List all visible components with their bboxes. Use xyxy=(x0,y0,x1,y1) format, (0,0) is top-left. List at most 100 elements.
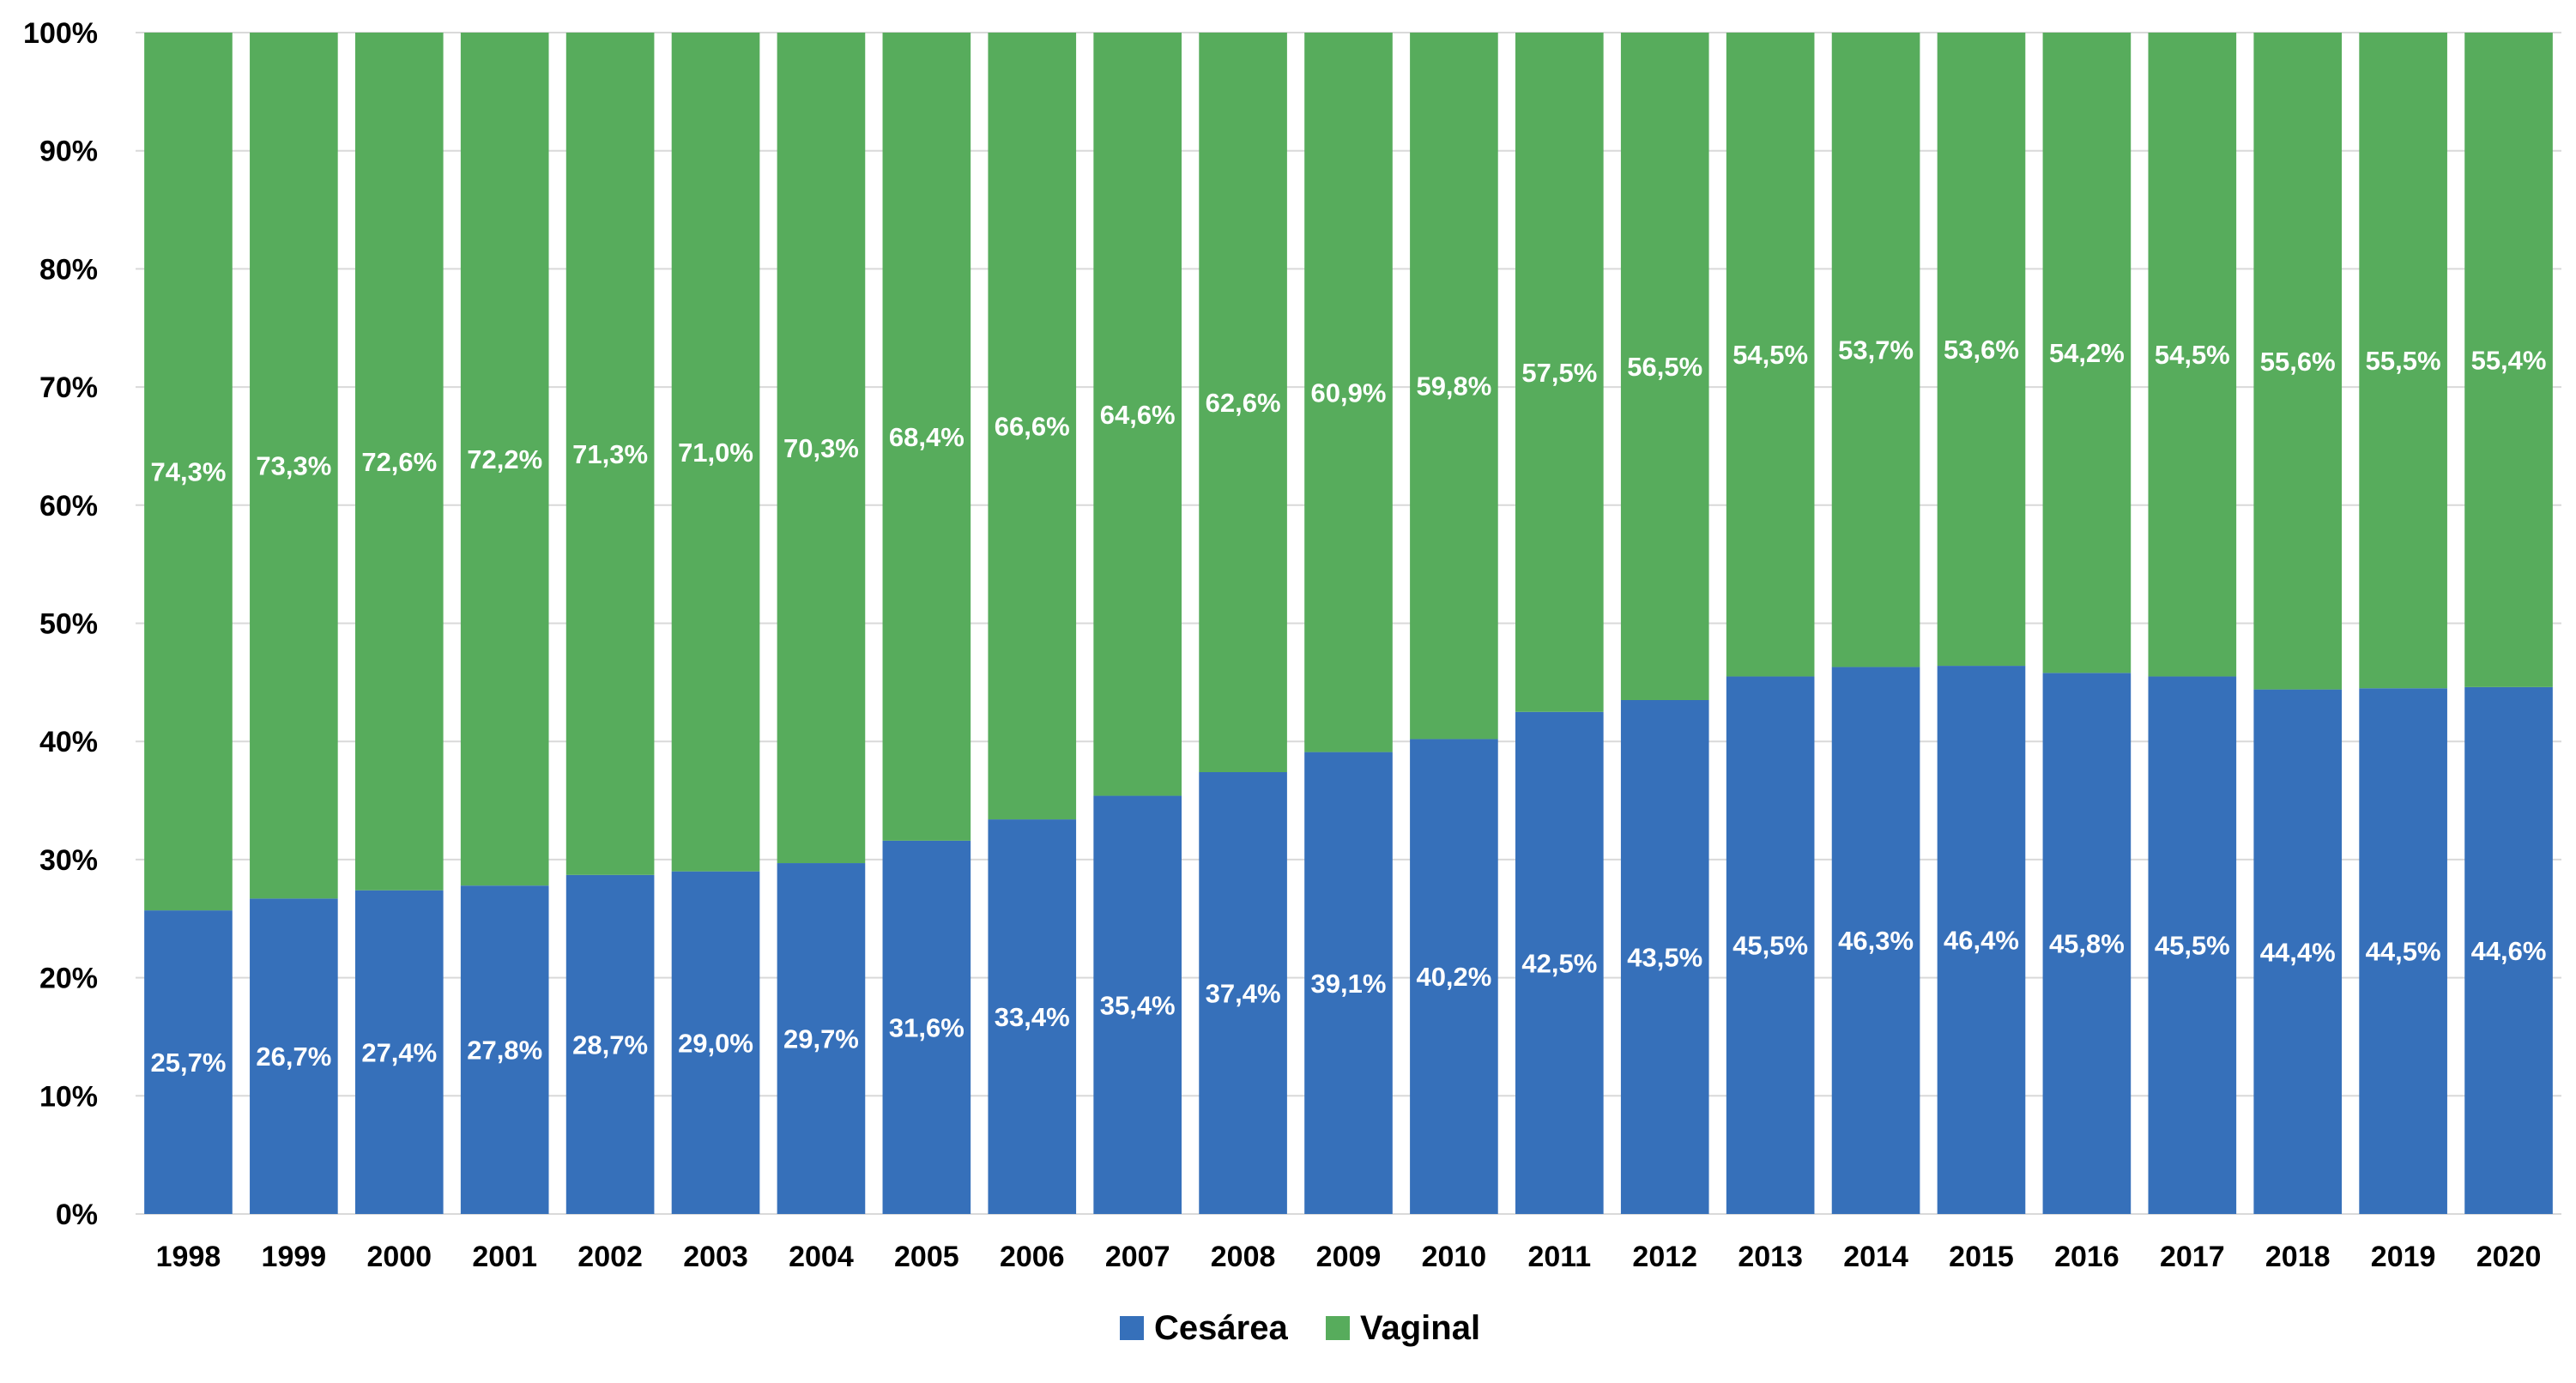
bar-vaginal-2019 xyxy=(2359,33,2447,689)
data-label: 45,5% xyxy=(2155,931,2230,961)
data-label: 33,4% xyxy=(995,1002,1070,1032)
data-label: 46,3% xyxy=(1838,926,1914,956)
x-tick-label: 2019 xyxy=(2371,1241,2436,1273)
bars: 25,7% 74,3% 26,7% 73,3% 27,4% 72,6% 27,8% 72,2%… xyxy=(144,33,2553,1214)
data-label: 45,5% xyxy=(1732,931,1808,961)
bar-vaginal-2003 xyxy=(671,33,760,872)
data-label: 40,2% xyxy=(1416,962,1491,992)
y-tick-label: 20% xyxy=(39,963,98,995)
y-tick-label: 30% xyxy=(39,844,98,877)
bar-cesarea-2010 xyxy=(1410,739,1498,1214)
bar-vaginal-2000 xyxy=(354,33,444,891)
bar-vaginal-2006 xyxy=(988,33,1077,820)
bar-cesarea-2017 xyxy=(2148,676,2237,1214)
x-tick-label: 2014 xyxy=(1843,1241,1908,1273)
bar-vaginal-2007 xyxy=(1093,33,1182,796)
bar-cesarea-2008 xyxy=(1199,772,1287,1214)
data-label: 46,4% xyxy=(1944,926,2019,956)
data-label: 29,0% xyxy=(678,1028,753,1058)
data-label: 66,6% xyxy=(995,412,1070,442)
data-label: 68,4% xyxy=(889,422,964,452)
data-label: 53,6% xyxy=(1944,335,2019,365)
legend-label-vaginal: Vaginal xyxy=(1360,1309,1480,1347)
data-label: 73,3% xyxy=(256,451,331,481)
data-label: 44,4% xyxy=(2260,937,2336,967)
x-tick-label: 2016 xyxy=(2054,1241,2119,1273)
bar-cesarea-2001 xyxy=(460,885,549,1214)
x-tick-label: 2015 xyxy=(1949,1241,2014,1273)
bar-vaginal-2014 xyxy=(1831,33,1920,667)
x-tick-label: 2007 xyxy=(1105,1241,1170,1273)
bar-vaginal-2001 xyxy=(460,33,549,886)
x-tick-label: 2006 xyxy=(1000,1241,1065,1273)
data-label: 28,7% xyxy=(572,1030,648,1060)
y-tick-label: 10% xyxy=(39,1080,98,1113)
x-tick-label: 2002 xyxy=(577,1241,643,1273)
data-label: 39,1% xyxy=(1311,969,1387,999)
legend-swatch-cesarea xyxy=(1120,1316,1144,1340)
bar-cesarea-2003 xyxy=(671,871,760,1214)
data-label: 70,3% xyxy=(783,433,859,463)
legend: Cesárea Vaginal xyxy=(1120,1309,1480,1347)
bar-vaginal-2004 xyxy=(777,33,866,864)
data-label: 56,5% xyxy=(1627,352,1702,382)
y-tick-label: 100% xyxy=(23,17,98,50)
x-tick-label: 2011 xyxy=(1527,1241,1591,1273)
data-label: 62,6% xyxy=(1206,388,1281,418)
x-tick-label: 2008 xyxy=(1211,1241,1276,1273)
data-label: 44,5% xyxy=(2366,937,2441,967)
y-tick-label: 60% xyxy=(39,490,98,522)
bar-vaginal-2017 xyxy=(2148,33,2237,677)
y-axis: 0% 10% 20% 30% 40% 50% 60% 70% 80% 90% 100% xyxy=(23,17,98,1231)
legend-swatch-vaginal xyxy=(1326,1316,1350,1340)
data-label: 54,2% xyxy=(2049,338,2125,368)
data-label: 64,6% xyxy=(1100,400,1176,430)
bar-vaginal-2009 xyxy=(1304,33,1393,752)
bar-cesarea-2015 xyxy=(1937,666,2026,1214)
data-label: 55,6% xyxy=(2260,347,2336,377)
x-tick-label: 2018 xyxy=(2265,1241,2331,1273)
bar-vaginal-2013 xyxy=(1726,33,1815,677)
data-label: 31,6% xyxy=(889,1012,964,1042)
bar-cesarea-2007 xyxy=(1093,795,1182,1214)
x-tick-label: 1999 xyxy=(262,1241,327,1273)
data-label: 37,4% xyxy=(1206,979,1281,1009)
data-label: 29,7% xyxy=(783,1024,859,1054)
bar-cesarea-2020 xyxy=(2464,686,2553,1214)
data-label: 35,4% xyxy=(1100,990,1176,1020)
x-tick-label: 2017 xyxy=(2160,1241,2225,1273)
bar-vaginal-2016 xyxy=(2042,33,2132,673)
data-label: 55,5% xyxy=(2366,346,2441,376)
data-label: 54,5% xyxy=(2155,340,2230,370)
y-tick-label: 80% xyxy=(39,253,98,286)
y-tick-label: 0% xyxy=(56,1199,98,1231)
data-label: 44,6% xyxy=(2471,936,2547,966)
bar-vaginal-2008 xyxy=(1199,33,1287,773)
data-label: 54,5% xyxy=(1732,340,1808,370)
x-tick-label: 2010 xyxy=(1422,1241,1487,1273)
bar-vaginal-2015 xyxy=(1937,33,2026,667)
data-label: 71,0% xyxy=(678,438,753,468)
data-label: 53,7% xyxy=(1838,335,1914,365)
bar-vaginal-1999 xyxy=(250,33,338,899)
data-label: 42,5% xyxy=(1521,948,1597,978)
bar-vaginal-2018 xyxy=(2253,33,2343,690)
bar-vaginal-2005 xyxy=(882,33,971,841)
data-label: 71,3% xyxy=(572,439,648,469)
bar-cesarea-2014 xyxy=(1831,667,1920,1214)
data-label: 45,8% xyxy=(2049,929,2125,959)
bar-vaginal-2010 xyxy=(1410,33,1498,740)
bar-cesarea-1999 xyxy=(250,898,338,1214)
bar-cesarea-2000 xyxy=(354,890,444,1214)
data-label: 43,5% xyxy=(1627,943,1702,973)
bar-vaginal-2012 xyxy=(1620,33,1709,701)
x-tick-label: 1998 xyxy=(156,1241,221,1273)
bar-vaginal-1998 xyxy=(144,33,233,911)
data-label: 72,6% xyxy=(361,447,437,477)
y-tick-label: 50% xyxy=(39,608,98,641)
data-label: 60,9% xyxy=(1311,377,1387,408)
bar-cesarea-2004 xyxy=(777,863,866,1214)
data-label: 72,2% xyxy=(467,444,542,474)
x-tick-label: 2012 xyxy=(1632,1241,1697,1273)
